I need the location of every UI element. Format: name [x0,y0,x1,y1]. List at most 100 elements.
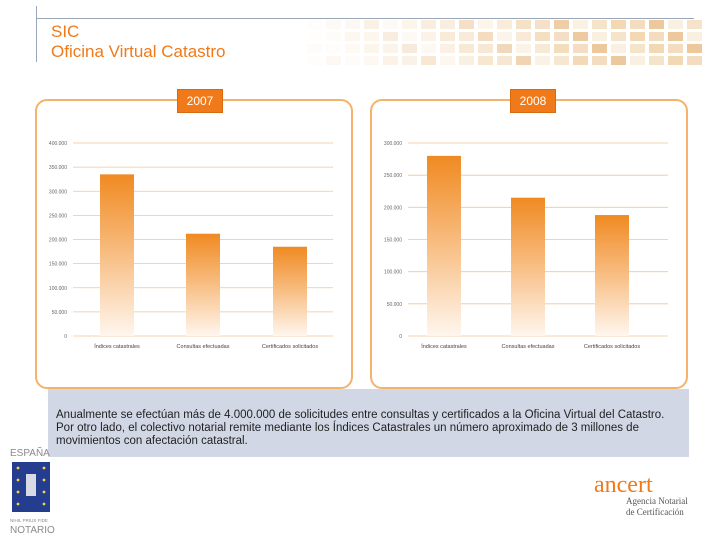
header-horizontal-rule [36,18,694,19]
y-tick-label: 150.000 [49,262,67,268]
banner-square [478,56,493,65]
banner-square [649,56,664,65]
banner-square [459,32,474,41]
banner-square [421,20,436,29]
banner-square [459,56,474,65]
banner-square [383,20,398,29]
banner-square [630,20,645,29]
banner-square [345,32,360,41]
banner-square [326,20,341,29]
y-tick-label: 50.000 [387,302,403,308]
ancert-name: ancert [594,472,653,498]
x-category-label: Índices catastrales [421,343,467,350]
page-title-line1: SIC [51,22,80,41]
y-tick-label: 400.000 [49,141,67,147]
bar [427,155,461,336]
banner-square [402,20,417,29]
banner-square [630,32,645,41]
y-tick-label: 0 [399,334,402,340]
banner-square [440,44,455,53]
banner-square [326,32,341,41]
bar [100,174,134,336]
banner-square [668,32,683,41]
banner-square [326,44,341,53]
banner-square [421,32,436,41]
banner-square [668,20,683,29]
banner-square [440,56,455,65]
banner-square [402,56,417,65]
y-tick-label: 50.000 [52,310,68,316]
bar [511,197,545,336]
banner-square [516,44,531,53]
chart-panel-2007: 400.000 350.000 300.000 250.000 200.000 150.0… [35,99,353,389]
ancert-line2: de Certificación [626,507,684,517]
banner-square [668,56,683,65]
banner-square [573,56,588,65]
banner-square [649,20,664,29]
banner-square [364,56,379,65]
banner-square [307,32,322,41]
banner-square [535,32,550,41]
header-vertical-rule [36,6,37,62]
banner-square [364,44,379,53]
page-title: SIC Oficina Virtual Catastro [51,22,225,62]
banner-square [478,20,493,29]
y-tick-label: 100.000 [384,270,402,276]
banner-square [592,32,607,41]
banner-square [307,44,322,53]
banner-square [307,56,322,65]
banner-square [630,44,645,53]
banner-square [383,56,398,65]
banner-square [402,44,417,53]
banner-square [516,56,531,65]
header-decorative-banner [307,20,702,65]
banner-square [687,32,702,41]
banner-square [668,44,683,53]
chart-panel-2008: 300.000 250.000 200.000 150.000 100.000 50.00… [370,99,688,389]
banner-square [478,32,493,41]
banner-square [687,44,702,53]
banner-square [440,20,455,29]
banner-square [459,20,474,29]
bar [273,246,307,336]
banner-square [554,56,569,65]
banner-square [630,56,645,65]
banner-square [516,20,531,29]
y-tick-label: 0 [64,334,67,340]
notario-espana-logo: ESPAÑA NIHIL PRIUS FIDE NOTARIO [10,446,55,535]
banner-square [554,44,569,53]
summary-caption: Anualmente se efectúan más de 4.000.000 … [48,389,689,457]
ancert-line1: Agencia Notarial [626,496,688,506]
banner-square [383,32,398,41]
banner-square [554,32,569,41]
chart-2008: 300.000 250.000 200.000 150.000 100.000 50.00… [384,141,668,350]
y-tick-label: 250.000 [49,213,67,219]
x-category-label: Consultas efectuadas [177,344,230,350]
chart-2007: 400.000 350.000 300.000 250.000 200.000 150.0… [49,141,333,350]
banner-square [516,32,531,41]
x-category-label: Certificados solicitados [262,344,318,350]
banner-square [611,56,626,65]
banner-square [687,20,702,29]
summary-text: Anualmente se efectúan más de 4.000.000 … [56,409,665,447]
bar [595,215,629,336]
logo-motto-text: NIHIL PRIUS FIDE [10,518,48,523]
y-tick-label: 300.000 [49,189,67,195]
banner-square [307,20,322,29]
banner-square [402,32,417,41]
ancert-logo: ancert Agencia Notarial de Certificación [594,472,688,517]
y-tick-label: 250.000 [384,173,402,179]
banner-square [535,44,550,53]
banner-square [497,20,512,29]
banner-square [649,44,664,53]
banner-square [687,56,702,65]
x-category-label: Certificados solicitados [584,344,640,350]
year-label-2008: 2008 [510,89,556,113]
banner-square [611,44,626,53]
banner-square [535,56,550,65]
banner-square [345,20,360,29]
banner-square [459,44,474,53]
banner-square [573,20,588,29]
banner-square [611,32,626,41]
banner-square [326,56,341,65]
